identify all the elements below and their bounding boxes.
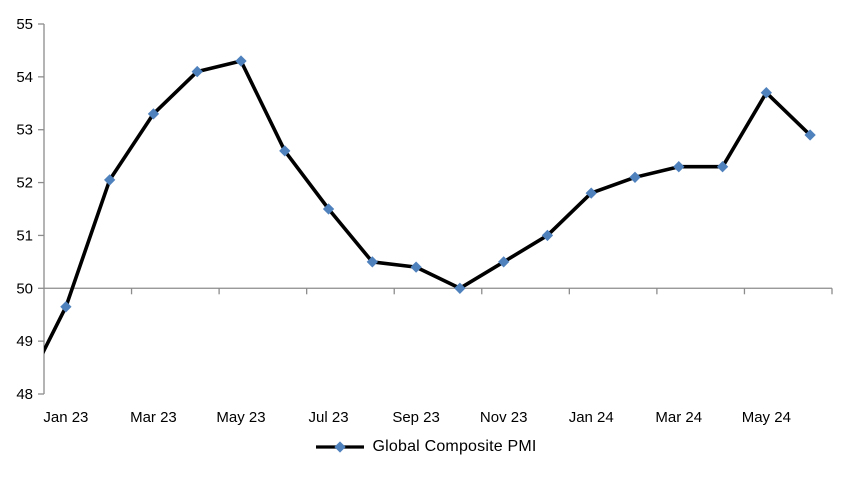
data-point-marker <box>279 145 291 157</box>
data-point-marker <box>454 282 466 294</box>
y-tick-label: 48 <box>16 386 33 403</box>
x-tick-label: Nov 23 <box>480 409 528 426</box>
data-point-marker <box>629 171 641 183</box>
x-tick-label: Mar 23 <box>130 409 177 426</box>
y-tick-label: 50 <box>16 280 33 297</box>
x-tick-label: Mar 24 <box>655 409 702 426</box>
pmi-series-line <box>44 59 812 355</box>
data-point-marker <box>673 161 685 173</box>
data-point-marker <box>716 161 729 173</box>
y-tick-label: 52 <box>16 175 33 192</box>
data-point-marker <box>541 229 554 242</box>
y-tick-label: 49 <box>16 333 33 350</box>
x-tick-label: May 24 <box>742 409 791 426</box>
data-point-marker <box>498 256 510 268</box>
x-tick-label: Sep 23 <box>392 409 440 426</box>
data-point-marker <box>410 261 422 273</box>
y-tick-label: 55 <box>16 16 33 33</box>
legend: Global Composite PMI <box>0 438 852 456</box>
legend-label: Global Composite PMI <box>372 438 537 455</box>
x-tick-label: Jul 23 <box>309 409 349 426</box>
x-tick-label: May 23 <box>216 409 265 426</box>
legend-diamond-icon <box>334 441 347 453</box>
data-point-marker <box>322 203 335 215</box>
y-tick-label: 53 <box>16 122 33 139</box>
x-tick-label: Jan 24 <box>569 409 614 426</box>
y-tick-label: 51 <box>16 227 33 244</box>
y-tick-label: 54 <box>16 69 33 86</box>
data-point-marker <box>585 187 597 199</box>
data-point-marker <box>235 55 247 67</box>
legend-marker-icon <box>316 441 365 453</box>
x-tick-label: Jan 23 <box>43 409 88 426</box>
data-point-marker <box>366 256 378 268</box>
data-point-marker <box>804 129 816 141</box>
